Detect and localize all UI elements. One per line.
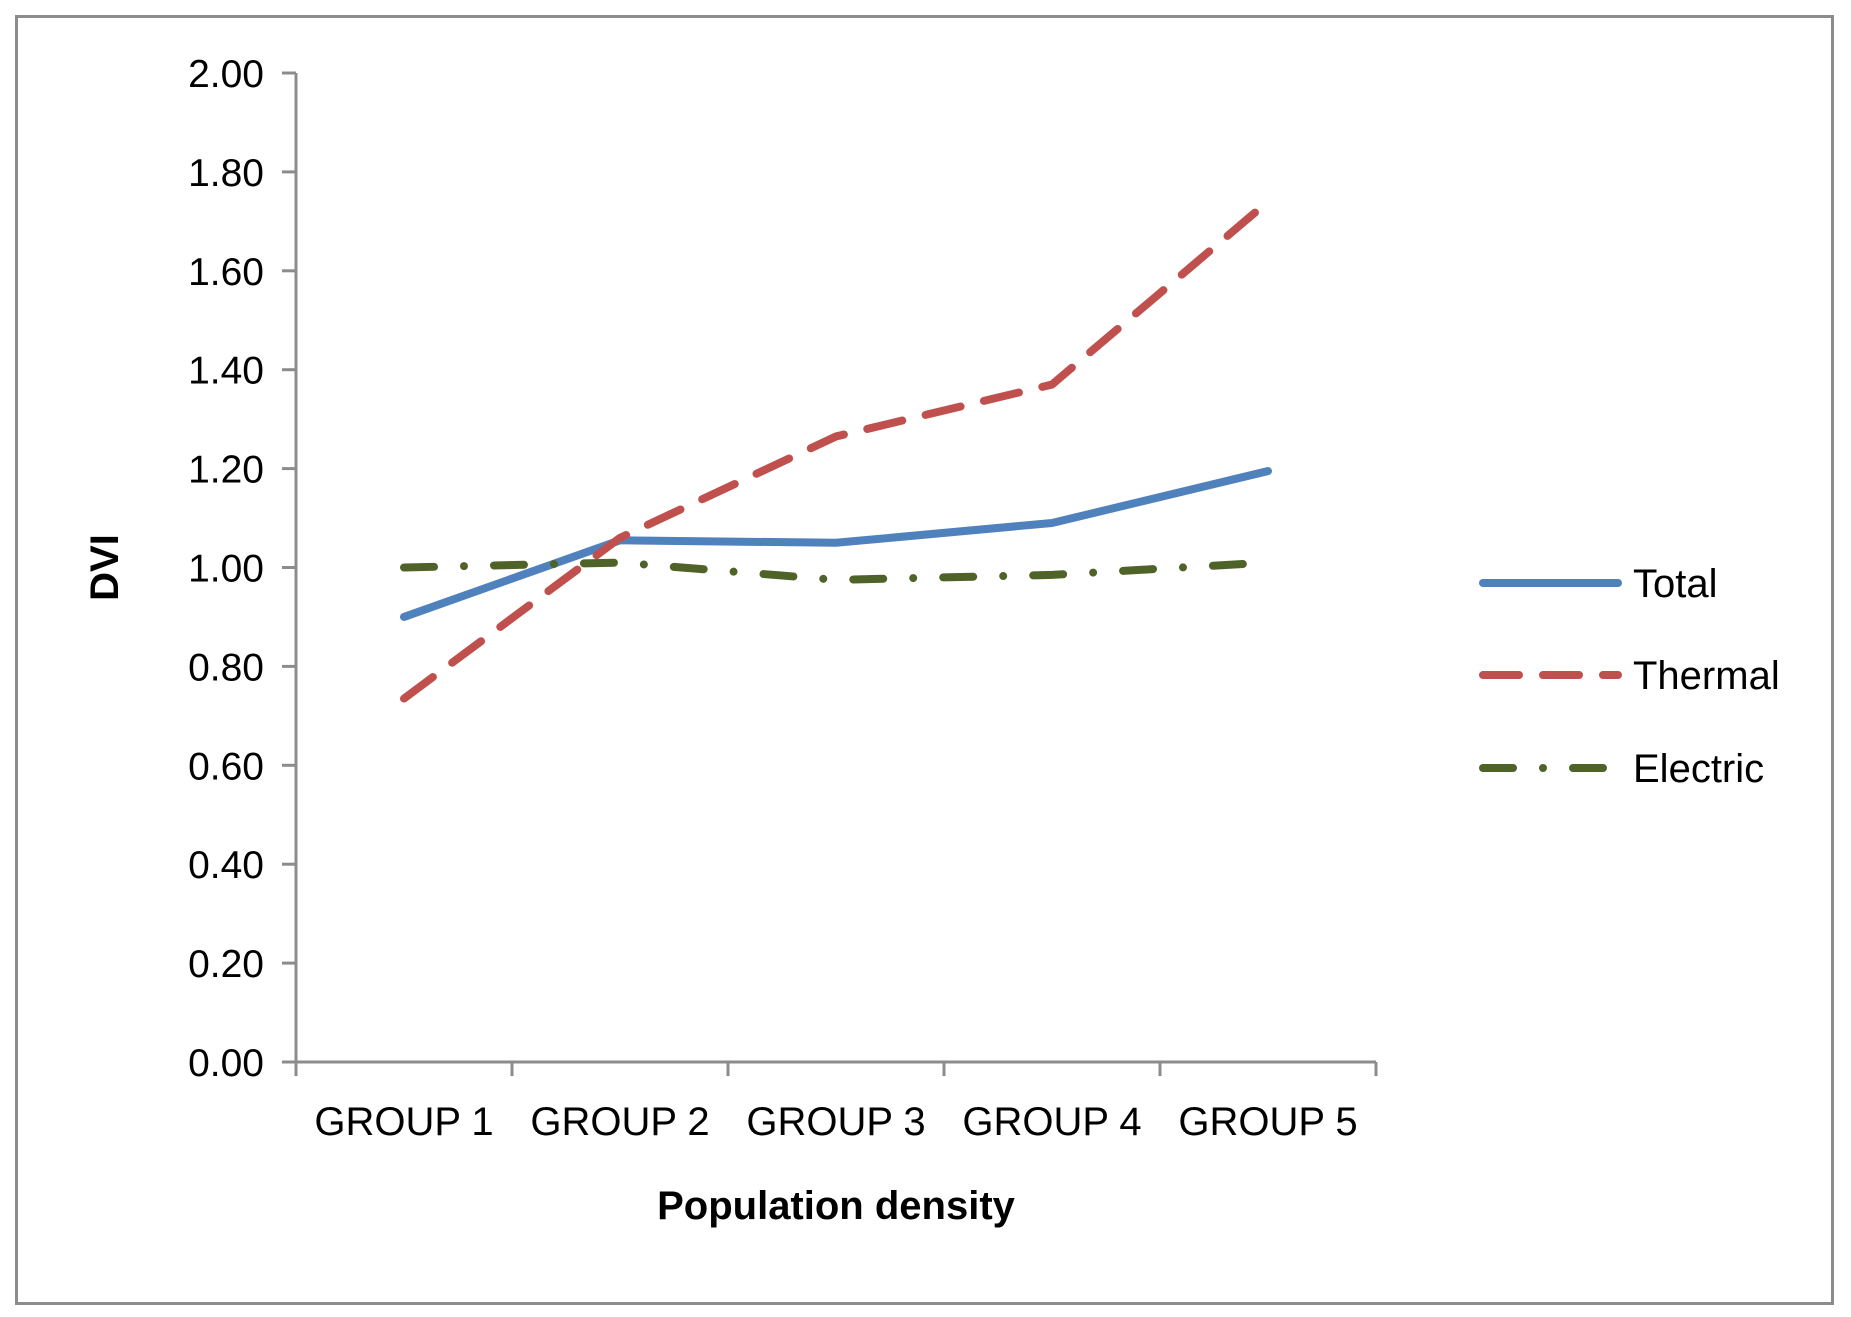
y-tick-label: 0.20 bbox=[188, 943, 264, 986]
y-tick-label: 1.00 bbox=[188, 548, 264, 591]
x-tick-label: GROUP 5 bbox=[1178, 1100, 1357, 1144]
x-ticks: GROUP 1 GROUP 2 GROUP 3 GROUP 4 GROUP 5 bbox=[294, 1062, 1378, 1144]
y-tick-label: 0.80 bbox=[188, 646, 264, 689]
y-tick-label: 2.00 bbox=[188, 53, 264, 96]
series-line-electric bbox=[400, 558, 1272, 584]
legend-label-total: Total bbox=[1633, 562, 1718, 606]
y-ticks: 0.00 0.20 0.40 0.60 0.80 1.00 1.20 1.40 1.60 1.80… bbox=[188, 53, 296, 1085]
y-axis-title: DVI bbox=[83, 534, 127, 601]
x-axis-title: Population density bbox=[657, 1184, 1016, 1228]
chart: 0.00 0.20 0.40 0.60 0.80 1.00 1.20 1.40 1.60 1.80… bbox=[83, 53, 1780, 1228]
y-tick-label: 0.60 bbox=[188, 745, 264, 788]
y-tick-label: 1.80 bbox=[188, 152, 264, 195]
legend: Total Thermal Electric bbox=[1479, 562, 1780, 791]
legend-label-electric: Electric bbox=[1633, 747, 1764, 791]
y-tick-label: 1.40 bbox=[188, 350, 264, 393]
chart-frame: 0.00 0.20 0.40 0.60 0.80 1.00 1.20 1.40 1.60 1.80… bbox=[15, 15, 1834, 1305]
series-line-thermal bbox=[400, 197, 1272, 703]
y-tick-label: 0.00 bbox=[188, 1042, 264, 1085]
y-tick-label: 1.20 bbox=[188, 449, 264, 492]
y-tick-label: 0.40 bbox=[188, 844, 264, 887]
x-tick-label: GROUP 3 bbox=[746, 1100, 925, 1144]
y-tick-label: 1.60 bbox=[188, 251, 264, 294]
x-tick-label: GROUP 4 bbox=[962, 1100, 1141, 1144]
legend-label-thermal: Thermal bbox=[1633, 654, 1780, 698]
x-tick-label: GROUP 1 bbox=[314, 1100, 493, 1144]
x-tick-label: GROUP 2 bbox=[530, 1100, 709, 1144]
series-lines bbox=[400, 197, 1272, 703]
series-line-total bbox=[400, 467, 1272, 621]
